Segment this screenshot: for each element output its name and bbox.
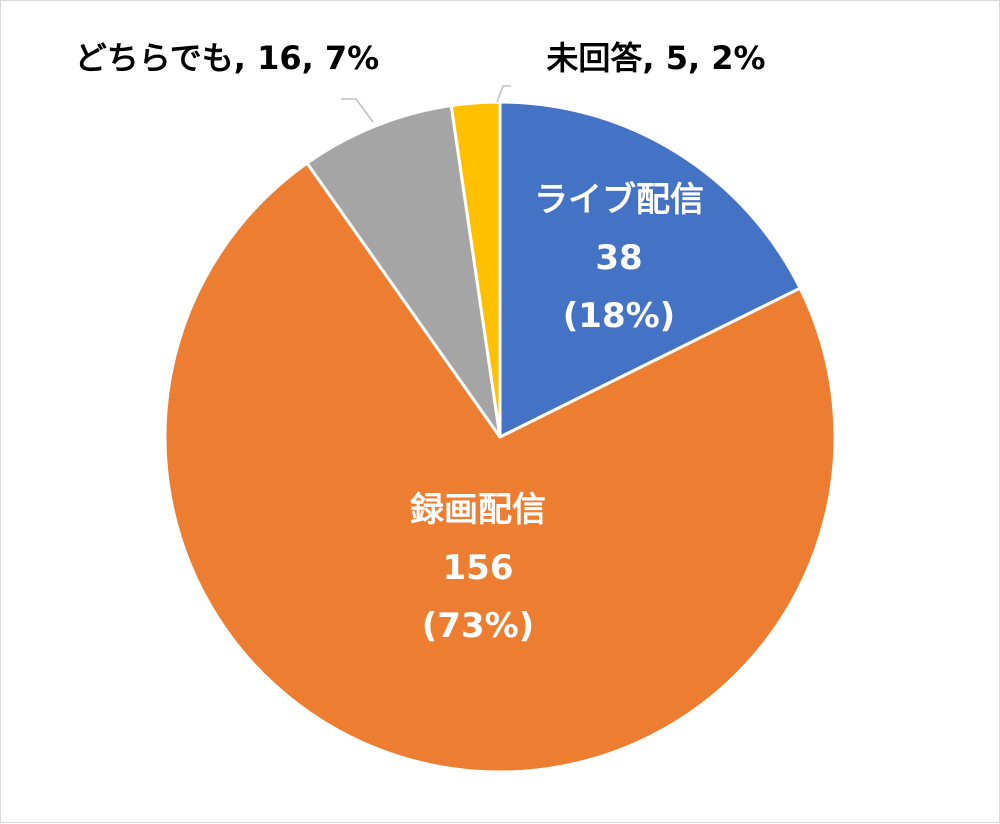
leader-line-2 — [341, 98, 374, 123]
data-label-1-line-0: 録画配信 — [410, 490, 546, 530]
data-label-0: ライブ配信 38 (18%) — [534, 180, 704, 336]
data-label-1: 録画配信 156 (73%) — [410, 490, 546, 646]
data-label-0-line-2: (18%) — [563, 296, 675, 336]
data-label-3: 未回答, 5, 2% — [546, 39, 765, 77]
pie-slice-1 — [163, 161, 837, 774]
leader-lines — [341, 85, 511, 123]
leader-line-3 — [496, 85, 511, 103]
pie-slice-0 — [498, 100, 802, 439]
pie-slices — [163, 100, 837, 774]
pie-slice-2 — [305, 104, 502, 439]
data-label-2-line-0: どちらでも, 16, 7% — [75, 39, 380, 77]
data-label-3-line-0: 未回答, 5, 2% — [546, 39, 765, 77]
pie-slice-3 — [449, 100, 502, 439]
data-label-1-line-2: (73%) — [422, 606, 534, 646]
data-labels: ライブ配信 38 (18%) 録画配信 156 (73%) どちらでも, 16, 7% 未回答… — [75, 39, 766, 646]
data-label-0-line-1: 38 — [595, 238, 642, 278]
data-label-0-line-0: ライブ配信 — [534, 180, 704, 220]
data-label-2: どちらでも, 16, 7% — [75, 39, 380, 77]
data-label-1-line-1: 156 — [443, 548, 514, 588]
